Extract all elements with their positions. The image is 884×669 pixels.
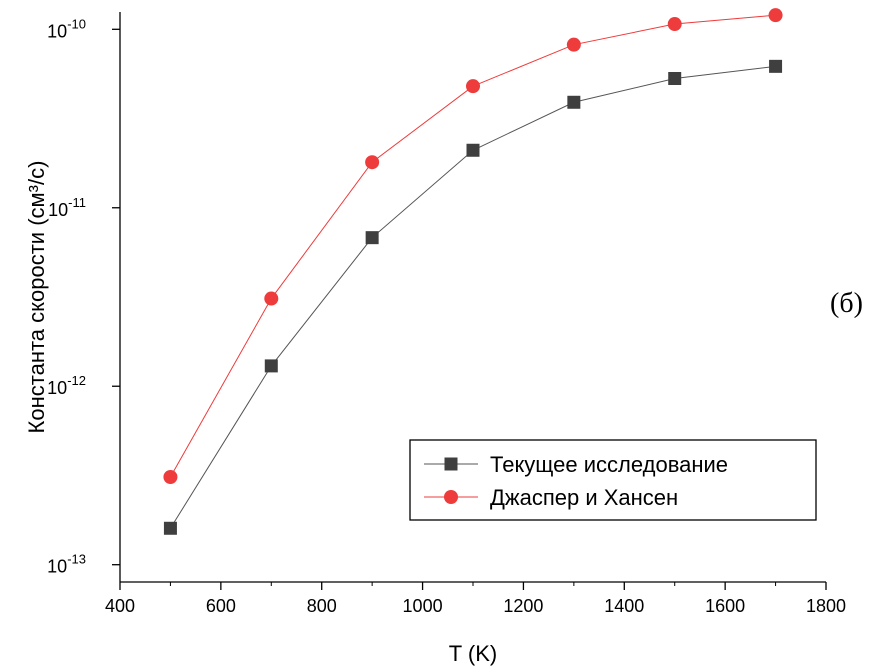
legend-marker	[444, 490, 458, 504]
legend-item: Текущее исследование	[424, 452, 728, 477]
y-tick-label: 10-10	[47, 16, 86, 41]
data-point	[466, 143, 480, 157]
y-tick-label: 10-11	[48, 195, 86, 220]
legend-item: Джаспер и Хансен	[424, 485, 678, 510]
y-axis-label: Константа скорости (см³/с)	[24, 161, 49, 434]
legend: Текущее исследование Джаспер и Хансен	[409, 439, 817, 521]
x-tick-label: 1000	[403, 596, 443, 616]
x-tick-label: 1200	[503, 596, 543, 616]
legend-label: Джаспер и Хансен	[490, 485, 678, 510]
series-2	[163, 8, 783, 485]
data-point	[768, 8, 783, 23]
data-point	[264, 359, 278, 373]
y-tick-label: 10-12	[47, 373, 86, 398]
legend-label: Текущее исследование	[490, 452, 728, 477]
data-point	[163, 470, 178, 485]
data-point	[365, 231, 379, 245]
legend-box	[409, 439, 817, 521]
data-point	[163, 521, 177, 535]
data-point	[567, 95, 581, 109]
data-point	[668, 72, 682, 86]
series-1	[163, 59, 783, 535]
x-tick-label: 1600	[705, 596, 745, 616]
x-tick-label: 600	[206, 596, 236, 616]
legend-marker	[444, 457, 458, 471]
series-layer	[163, 8, 783, 535]
data-point	[566, 37, 581, 52]
axes: 400 600 800 1000 1200 1400 1600 1800 10-13 10-12 1…	[47, 12, 846, 616]
data-point	[769, 59, 783, 73]
data-point	[667, 17, 682, 32]
panel-label: (б)	[830, 288, 863, 319]
x-axis-label: T (K)	[449, 641, 497, 666]
x-tick-label: 1400	[604, 596, 644, 616]
x-tick-label: 1800	[806, 596, 846, 616]
data-point	[365, 155, 380, 170]
data-point	[466, 79, 480, 94]
data-point	[264, 291, 279, 306]
x-tick-label: 800	[307, 596, 337, 616]
x-tick-label: 400	[105, 596, 135, 616]
y-tick-label: 10-13	[47, 552, 86, 577]
